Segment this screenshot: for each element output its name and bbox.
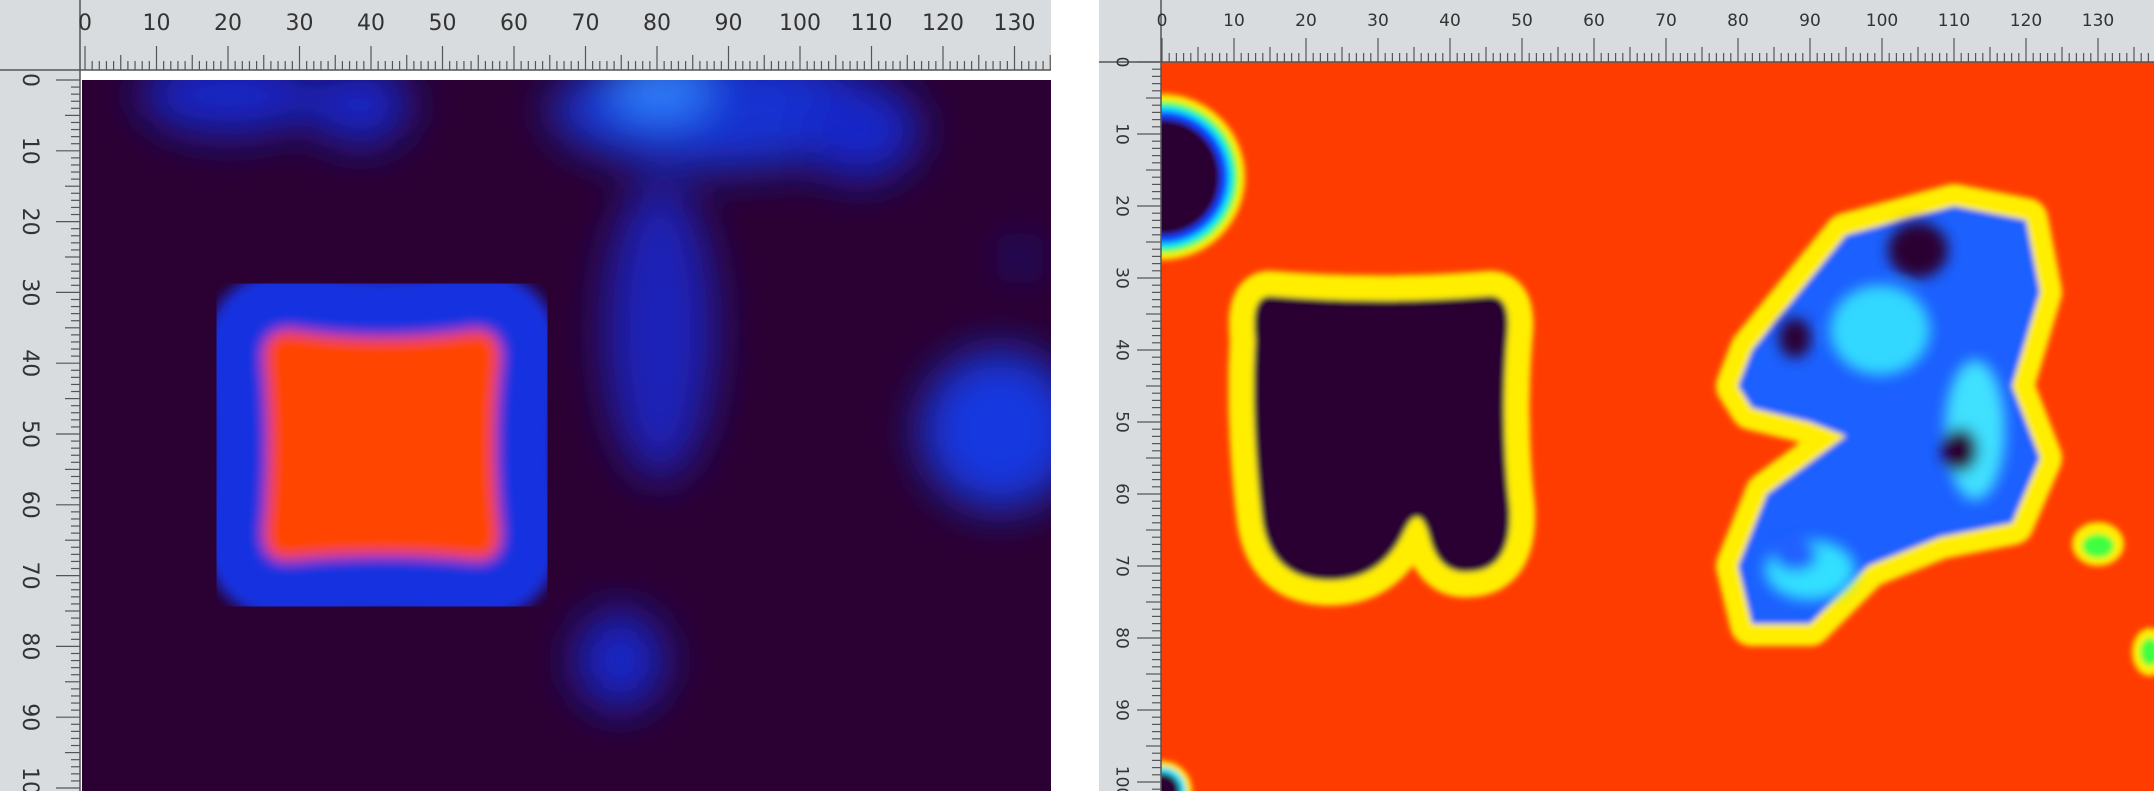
ruler-label: 20 <box>1295 11 1317 31</box>
ruler-label: 0 <box>1111 57 1131 68</box>
ruler-label: 80 <box>643 11 671 36</box>
ruler-label: 100 <box>779 11 821 36</box>
ruler-label: 20 <box>1111 195 1131 217</box>
right-heatmap <box>1161 62 2154 791</box>
ruler-label: 90 <box>715 11 743 36</box>
ruler-label: 120 <box>922 11 964 36</box>
ruler-label: 40 <box>1439 11 1461 31</box>
ruler-label: 90 <box>17 703 42 731</box>
ruler-label: 80 <box>17 632 42 660</box>
ruler-label: 0 <box>17 73 42 87</box>
ruler-label: 50 <box>17 420 42 448</box>
ruler-label: 110 <box>1938 11 1970 31</box>
ruler-label: 50 <box>1111 411 1131 433</box>
ruler-label: 90 <box>1799 11 1821 31</box>
ruler-label: 10 <box>17 137 42 165</box>
ruler-label: 40 <box>17 349 42 377</box>
ruler-label: 60 <box>500 11 528 36</box>
ruler-label: 70 <box>572 11 600 36</box>
top-ruler <box>1099 0 2154 62</box>
side-ruler <box>0 0 80 791</box>
ruler-label: 60 <box>17 491 42 519</box>
ruler-label: 20 <box>17 208 42 236</box>
ruler-label: 70 <box>1655 11 1677 31</box>
ruler-label: 80 <box>1111 627 1131 649</box>
ruler-label: 30 <box>17 278 42 306</box>
ruler-label: 30 <box>1367 11 1389 31</box>
ruler-label: 100 <box>17 767 42 791</box>
ruler-label: 80 <box>1727 11 1749 31</box>
top-ruler <box>0 0 1051 70</box>
ruler-label: 90 <box>1111 699 1131 721</box>
ruler-label: 50 <box>1511 11 1533 31</box>
ruler-label: 100 <box>1866 11 1898 31</box>
ruler-label: 120 <box>2010 11 2042 31</box>
ruler-label: 50 <box>429 11 457 36</box>
ruler-label: 40 <box>357 11 385 36</box>
ruler-label: 130 <box>994 11 1036 36</box>
ruler-label: 0 <box>78 11 92 36</box>
ruler-label: 10 <box>1223 11 1245 31</box>
ruler-label: 110 <box>851 11 893 36</box>
ruler-label: 30 <box>1111 267 1131 289</box>
ruler-label: 30 <box>286 11 314 36</box>
ruler-label: 130 <box>2082 11 2114 31</box>
side-ruler <box>1099 0 1161 791</box>
ruler-label: 100 <box>1111 766 1131 791</box>
ruler-label: 0 <box>1157 11 1168 31</box>
left-heatmap <box>82 80 1051 791</box>
ruler-label: 70 <box>17 562 42 590</box>
ruler-label: 10 <box>1111 123 1131 145</box>
ruler-label: 40 <box>1111 339 1131 361</box>
ruler-label: 10 <box>143 11 171 36</box>
ruler-label: 20 <box>214 11 242 36</box>
ruler-label: 60 <box>1583 11 1605 31</box>
ruler-label: 70 <box>1111 555 1131 577</box>
ruler-label: 60 <box>1111 483 1131 505</box>
